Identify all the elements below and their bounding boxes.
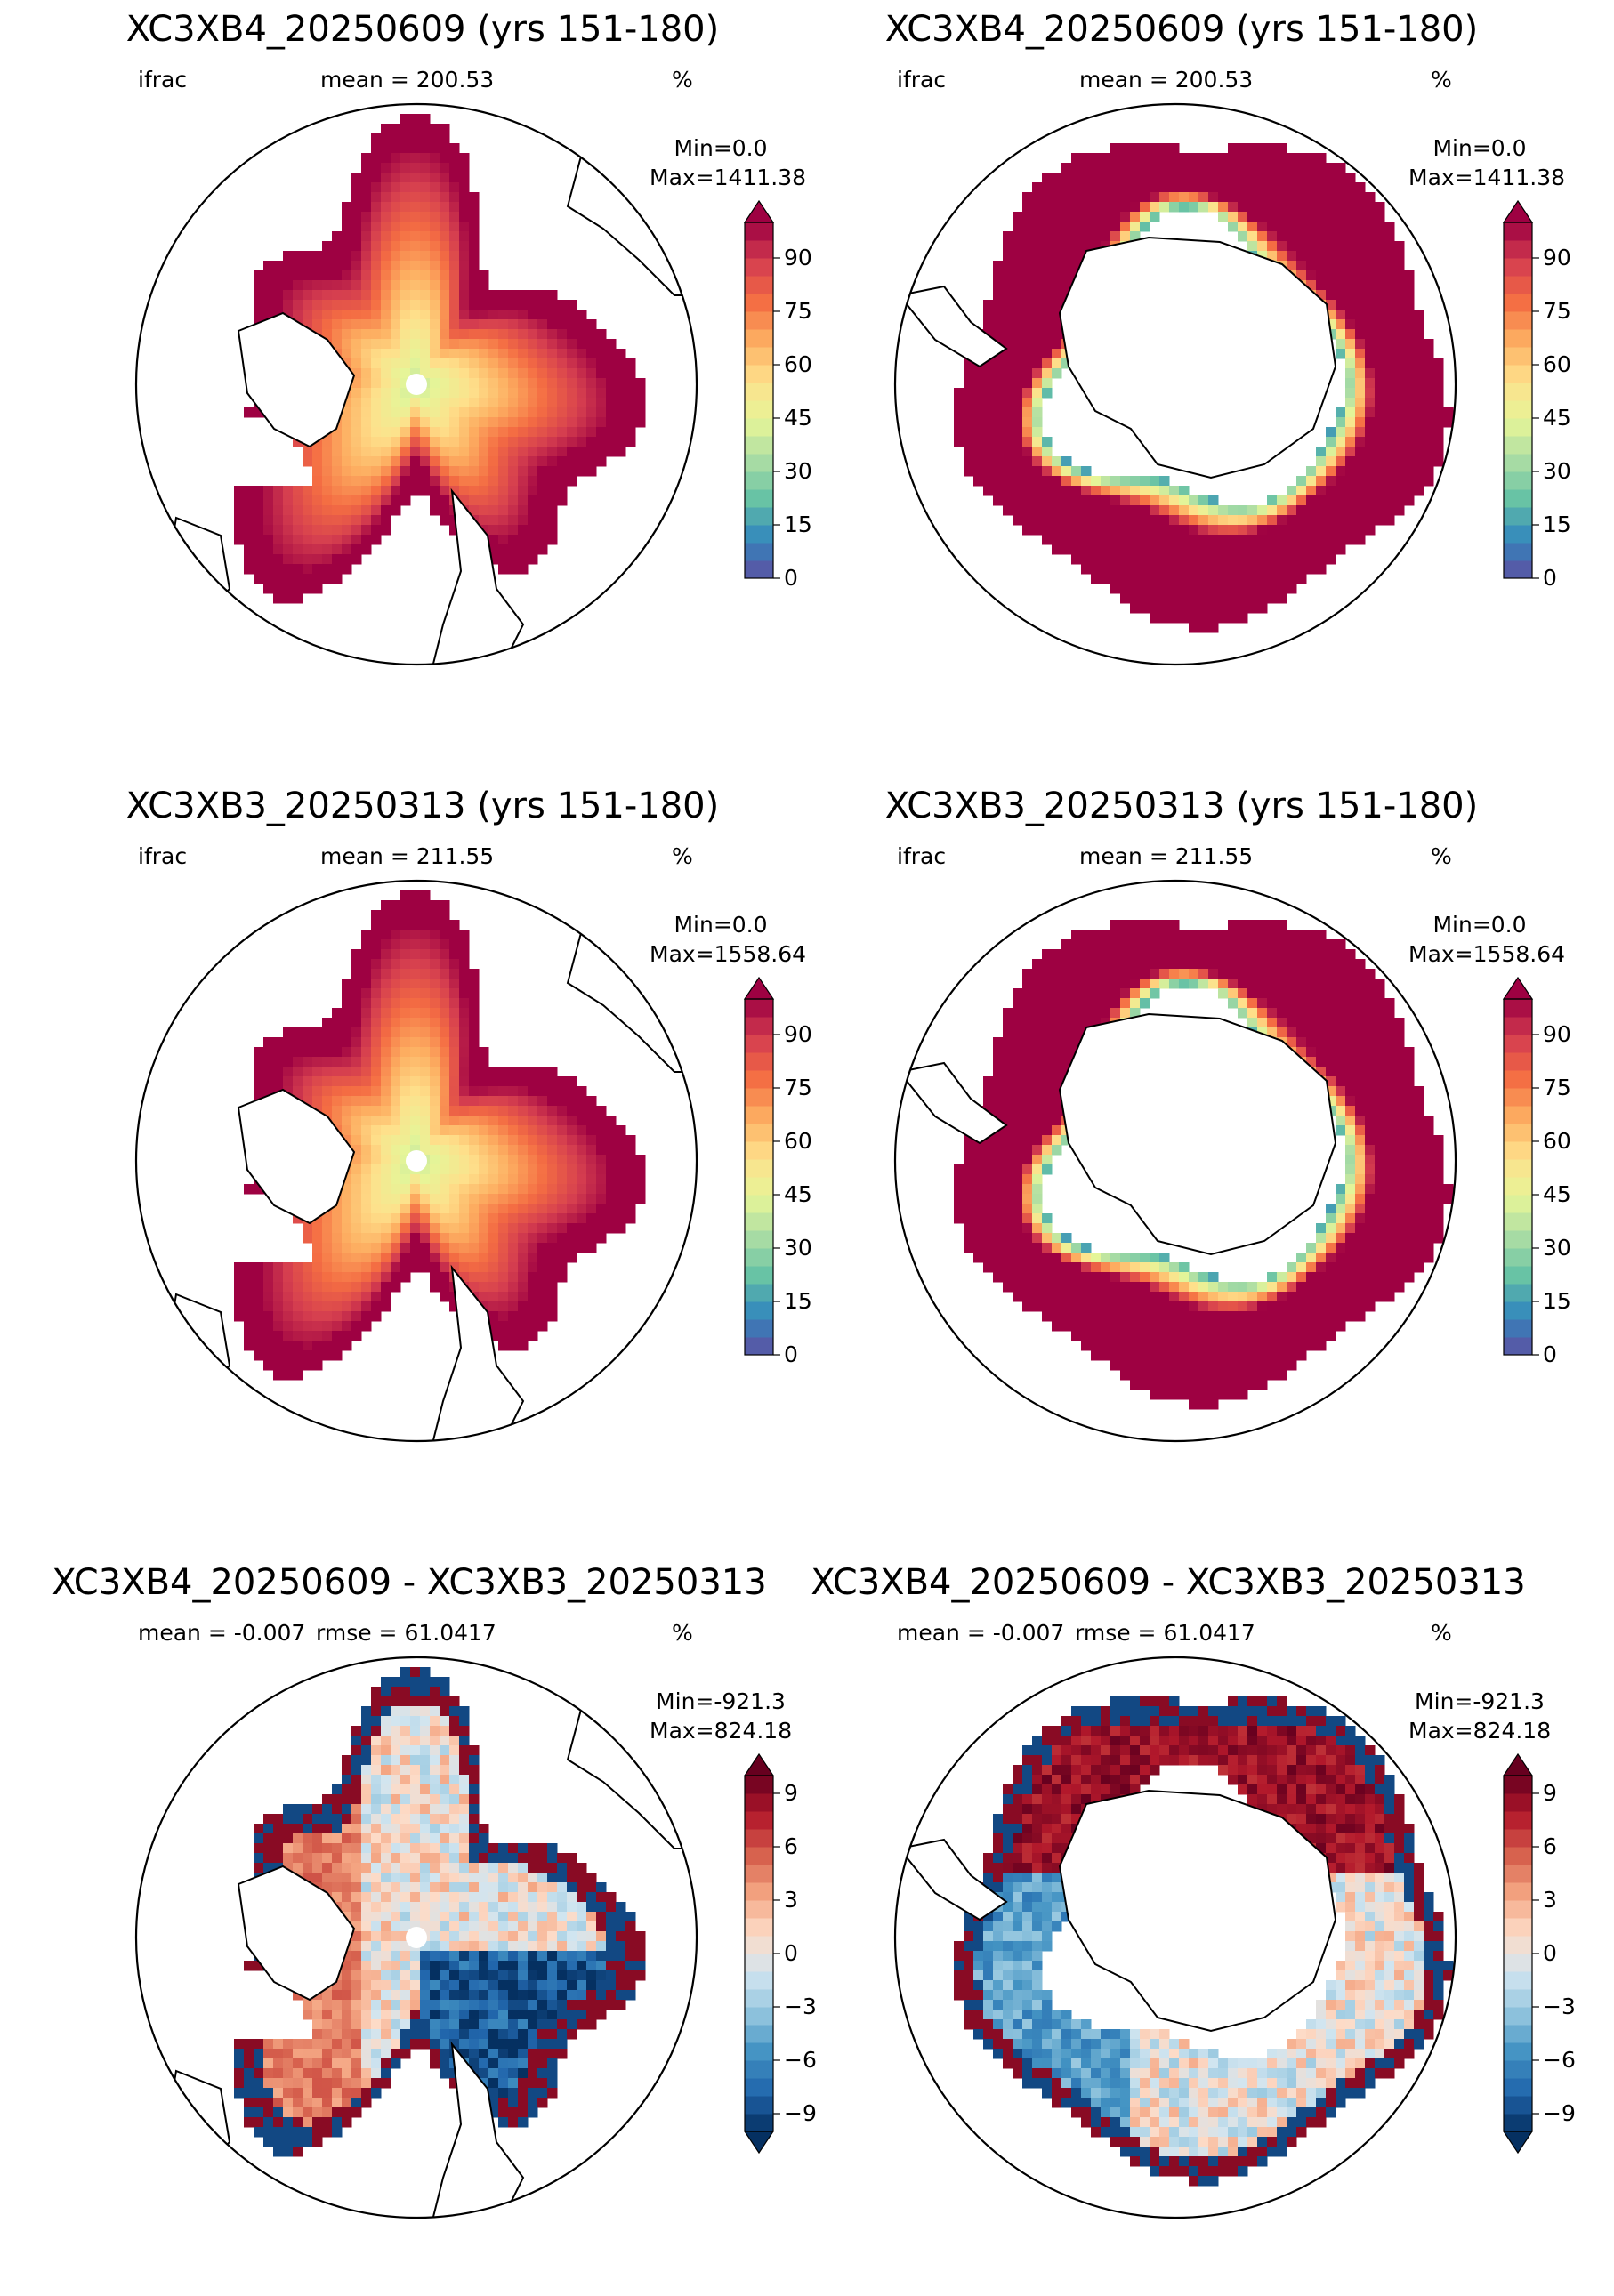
colorbar-tick-label: −6 (1543, 2047, 1576, 2073)
polar-map (105, 850, 728, 1472)
colorbar-tick-label: 90 (1543, 1021, 1571, 1047)
colorbar-tick-label: 45 (1543, 1181, 1571, 1207)
polar-map (864, 73, 1487, 696)
colorbar-tick-label: 3 (1543, 1887, 1557, 1913)
colorbar-tick-label: 30 (1543, 1235, 1571, 1261)
colorbar-tick-label: 30 (1543, 458, 1571, 484)
polar-map (105, 73, 728, 696)
colorbar-tick-label: 75 (1543, 1075, 1571, 1100)
colorbar-tick-label: 15 (1543, 512, 1571, 537)
colorbar-tick-label: −9 (1543, 2100, 1576, 2126)
panel-title: XC3XB4_20250609 (yrs 151-180) (843, 9, 1520, 50)
panel-title: XC3XB4_20250609 - XC3XB3_20250313 (777, 1562, 1560, 1603)
colorbar-tick-label: 6 (1543, 1833, 1557, 1859)
polar-map (105, 1626, 728, 2249)
colorbar-tick-label: 45 (1543, 405, 1571, 431)
colorbar-tick-label: 0 (1543, 1940, 1557, 1966)
colorbar-tick-label: 90 (1543, 245, 1571, 270)
polar-map (864, 1626, 1487, 2249)
colorbar-tick-label: 75 (1543, 298, 1571, 324)
panel-title: XC3XB4_20250609 (yrs 151-180) (85, 9, 761, 50)
panel-title: XC3XB3_20250313 (yrs 151-180) (843, 785, 1520, 826)
colorbar-tick-label: −3 (1543, 1994, 1576, 2019)
colorbar-tick-label: 0 (1543, 565, 1557, 591)
colorbar-tick-label: 0 (1543, 1341, 1557, 1367)
colorbar-tick-label: 60 (1543, 351, 1571, 377)
colorbar-tick-label: 15 (1543, 1288, 1571, 1314)
panel-title: XC3XB3_20250313 (yrs 151-180) (85, 785, 761, 826)
panel-title: XC3XB4_20250609 - XC3XB3_20250313 (18, 1562, 801, 1603)
polar-map (864, 850, 1487, 1472)
colorbar-tick-label: 9 (1543, 1780, 1557, 1806)
colorbar-tick-label: 60 (1543, 1128, 1571, 1154)
